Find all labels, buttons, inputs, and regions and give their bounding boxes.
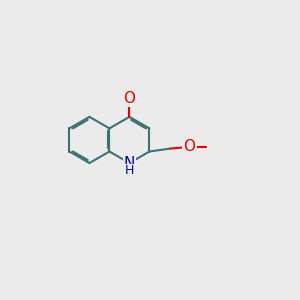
Text: N: N [124,155,135,170]
Text: H: H [125,164,134,177]
Text: O: O [184,140,196,154]
Text: O: O [123,91,135,106]
